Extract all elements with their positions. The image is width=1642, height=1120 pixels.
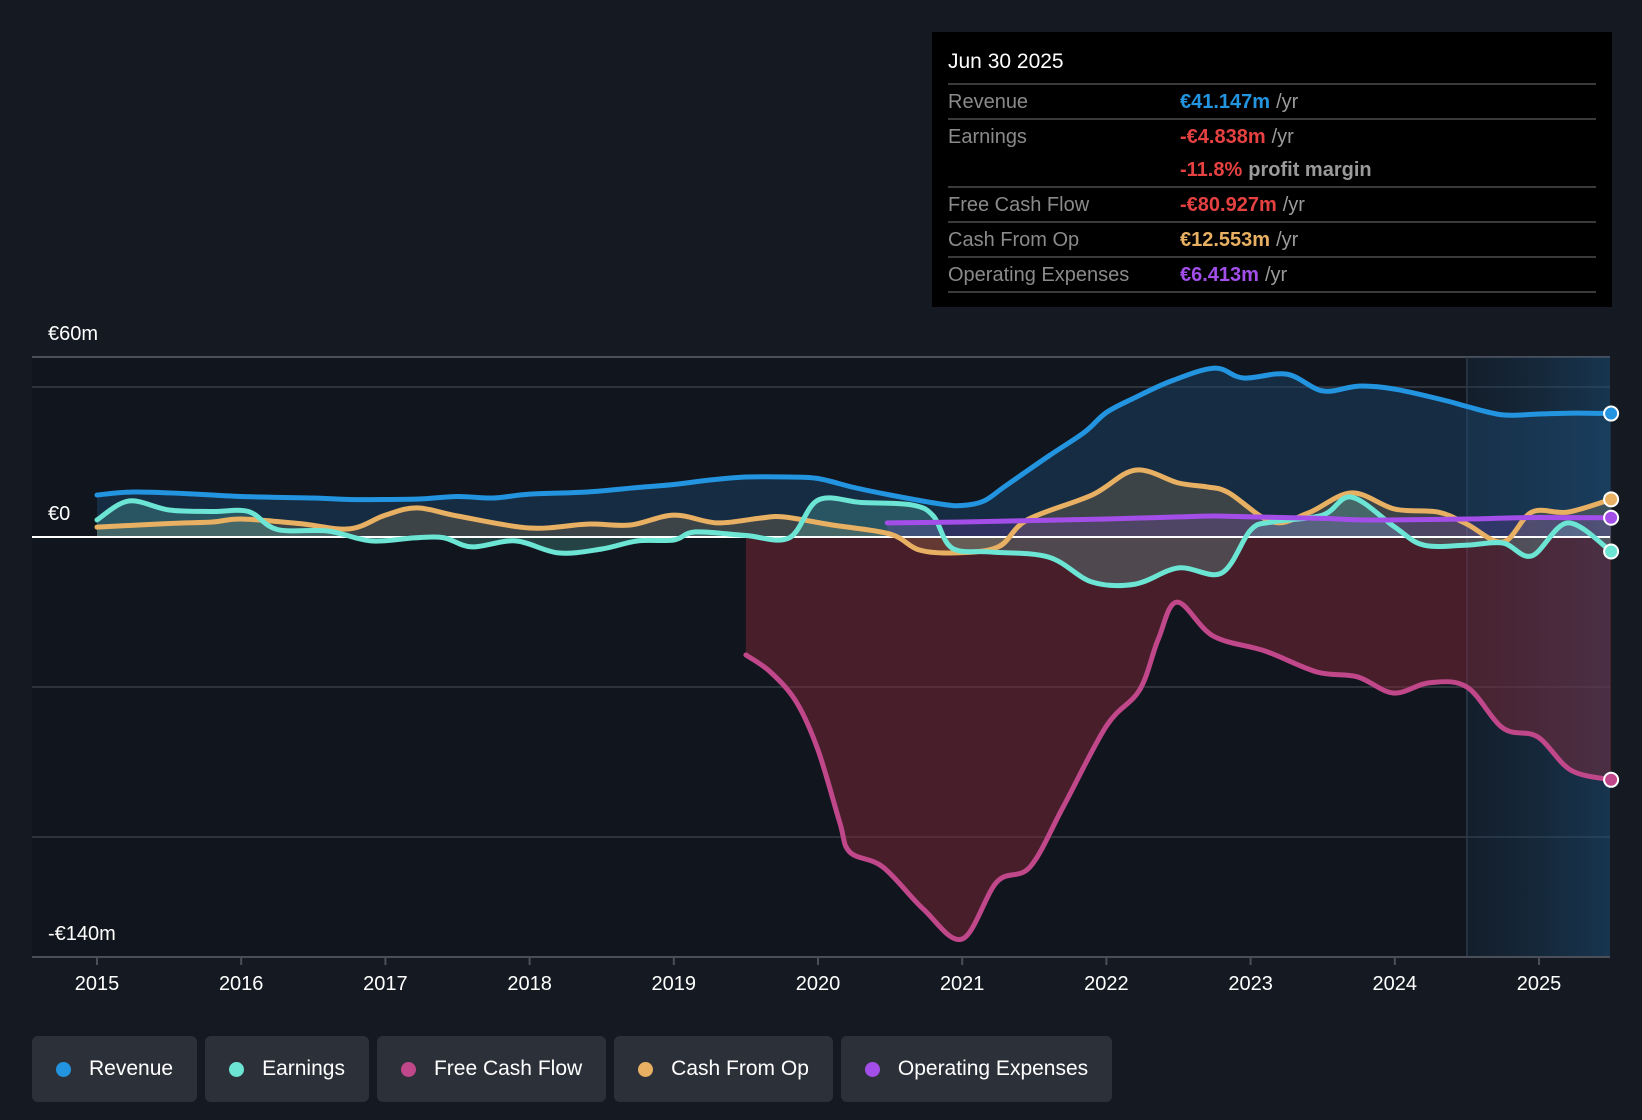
x-tick-label: 2021: [940, 973, 985, 995]
tooltip: Jun 30 2025 Revenue €41.147m/yr Earnings -…: [932, 32, 1612, 307]
tooltip-unit: /yr: [1271, 125, 1294, 148]
tooltip-date: Jun 30 2025: [948, 32, 1596, 85]
endpoint-revenue: [1603, 405, 1620, 422]
tooltip-value: €6.413m: [1180, 263, 1259, 286]
tooltip-value: -€80.927m: [1180, 193, 1277, 216]
tooltip-value: €41.147m: [1180, 90, 1271, 113]
tooltip-label: Revenue: [948, 90, 1029, 113]
x-tick-label: 2023: [1228, 973, 1273, 995]
tooltip-unit: /yr: [1276, 228, 1299, 251]
area-cash-from-op: [97, 469, 1612, 554]
area-free-cash-flow: [745, 537, 1612, 940]
tooltip-row-earnings: Earnings -€4.838m/yr -11.8% profit margin: [948, 120, 1596, 188]
legend-dot-icon: [56, 1061, 71, 1077]
plot-background: [32, 357, 1610, 957]
tooltip-label: Operating Expenses: [948, 263, 1130, 286]
series-endpoints: [1603, 405, 1620, 788]
tooltip-row-opex: Operating Expenses €6.413m/yr: [948, 258, 1596, 293]
line-revenue: [94, 365, 1614, 509]
x-tick-label: 2017: [363, 973, 408, 995]
x-tick-label: 2019: [652, 973, 697, 995]
endpoint-operating-expenses: [1603, 509, 1620, 526]
x-ticks: 2015 2016 2017 2018 2019 2020 2021 2022 2023 2024…: [75, 957, 1562, 995]
legend-label: Free Cash Flow: [433, 1057, 583, 1080]
x-tick-label: 2016: [219, 973, 264, 995]
y-tick-label-top: €60m: [48, 323, 98, 345]
area-earnings: [97, 496, 1612, 586]
x-tick-label: 2020: [796, 973, 841, 995]
x-tick-label: 2025: [1517, 973, 1562, 995]
legend-item-earnings[interactable]: Earnings: [205, 1036, 369, 1102]
endpoint-cash-from-op: [1603, 491, 1620, 508]
y-tick-label-bottom: -€140m: [48, 923, 116, 945]
legend-item-free-cash-flow[interactable]: Free Cash Flow: [376, 1036, 607, 1102]
legend-label: Cash From Op: [671, 1057, 809, 1080]
legend: Revenue Earnings Free Cash Flow Cash Fro…: [32, 1036, 1113, 1102]
endpoint-earnings: [1603, 543, 1620, 560]
endpoint-free-cash-flow: [1603, 771, 1620, 788]
legend-dot-icon: [229, 1061, 245, 1077]
x-tick-label: 2018: [507, 973, 552, 995]
gridlines: [32, 356, 1610, 838]
line-free-cash-flow: [743, 599, 1614, 942]
legend-dot-icon: [638, 1061, 654, 1077]
tooltip-unit: /yr: [1276, 90, 1299, 113]
tooltip-row-cfo: Cash From Op €12.553m/yr: [948, 223, 1596, 258]
tooltip-profit-margin: -11.8%: [1180, 158, 1243, 181]
tooltip-row-revenue: Revenue €41.147m/yr: [948, 85, 1596, 120]
x-tick-label: 2024: [1373, 973, 1418, 995]
line-operating-expenses: [884, 513, 1614, 526]
y-tick-label-zero: €0: [48, 503, 70, 525]
legend-item-operating-expenses[interactable]: Operating Expenses: [840, 1036, 1113, 1102]
tooltip-row-fcf: Free Cash Flow -€80.927m/yr: [948, 188, 1596, 223]
tooltip-label: Free Cash Flow: [948, 193, 1090, 216]
tooltip-value: -€4.838m: [1180, 125, 1266, 148]
legend-label: Operating Expenses: [897, 1057, 1089, 1080]
last-12-months-highlight: [1466, 357, 1610, 957]
legend-item-cash-from-op[interactable]: Cash From Op: [614, 1036, 833, 1102]
legend-item-revenue[interactable]: Revenue: [32, 1036, 198, 1102]
x-tick-label: 2022: [1084, 973, 1129, 995]
legend-label: Revenue: [89, 1057, 174, 1080]
legend-dot-icon: [864, 1061, 880, 1077]
line-earnings: [94, 494, 1614, 589]
tooltip-label: Earnings: [948, 125, 1027, 148]
tooltip-value: €12.553m: [1180, 228, 1271, 251]
legend-label: Earnings: [262, 1057, 345, 1080]
series-lines: [94, 365, 1614, 942]
tooltip-label: Cash From Op: [948, 228, 1080, 251]
legend-dot-icon: [400, 1061, 416, 1077]
tooltip-unit: /yr: [1264, 263, 1288, 286]
line-cash-from-op: [94, 467, 1614, 556]
x-tick-label: 2015: [75, 973, 120, 995]
tooltip-unit: /yr: [1282, 193, 1305, 216]
tooltip-unit: profit margin: [1248, 158, 1372, 181]
